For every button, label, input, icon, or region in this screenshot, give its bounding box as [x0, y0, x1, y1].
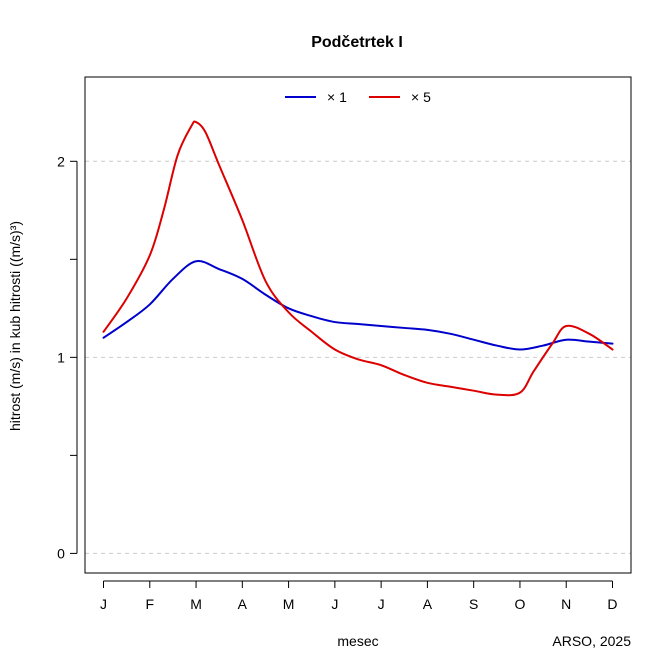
x-tick-label: A	[423, 596, 433, 612]
y-tick-label: 0	[57, 545, 65, 561]
legend-label: × 5	[411, 89, 431, 105]
legend-label: × 1	[327, 89, 347, 105]
series-line-2	[102, 120, 614, 397]
x-tick-label: M	[190, 596, 202, 612]
y-axis-label: hitrost (m/s) in kub hitrosti ((m/s)³)	[7, 221, 23, 431]
x-tick-label: J	[378, 596, 385, 612]
y-tick-label: 2	[57, 153, 65, 169]
x-tick-label: F	[145, 596, 154, 612]
x-tick-label: S	[469, 596, 478, 612]
grid-lines	[85, 160, 631, 554]
legend: × 1 × 5	[285, 89, 431, 105]
x-tick-label: M	[283, 596, 295, 612]
chart-title: Podčetrtek I	[311, 34, 403, 51]
series-line-1	[102, 260, 614, 351]
credit: ARSO, 2025	[552, 633, 631, 649]
y-axis: 0 1 2	[57, 153, 78, 561]
x-tick-label: A	[238, 596, 248, 612]
x-tick-label: D	[607, 596, 617, 612]
x-tick-label: N	[561, 596, 571, 612]
plot-frame	[84, 76, 632, 574]
series-lines	[102, 120, 614, 397]
x-axis-label: mesec	[337, 633, 378, 649]
x-tick-label: J	[331, 596, 338, 612]
x-tick-label: J	[100, 596, 107, 612]
x-tick-label: O	[515, 596, 526, 612]
y-tick-label: 1	[57, 349, 65, 365]
